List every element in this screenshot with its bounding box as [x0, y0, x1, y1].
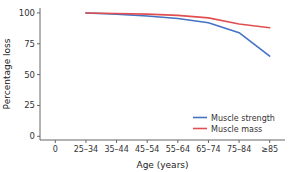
y-axis-label: Percentage loss [2, 38, 12, 109]
y-tick-label: 50 [24, 70, 35, 80]
x-tick-label: 65–74 [196, 145, 220, 154]
y-tick [37, 105, 40, 106]
legend-label: Muscle mass [211, 125, 262, 134]
x-tick-label: 55–64 [166, 145, 190, 154]
legend-swatch [193, 128, 207, 130]
x-tick [55, 140, 56, 143]
legend: Muscle strength Muscle mass [193, 114, 275, 134]
y-tick [37, 43, 40, 44]
y-tick [37, 12, 40, 13]
x-tick-label: 0 [53, 145, 58, 154]
y-tick [37, 136, 40, 137]
x-tick-label: 25–34 [74, 145, 98, 154]
y-tick-label: 0 [30, 131, 35, 141]
plot-area [86, 13, 270, 56]
x-tick [85, 140, 86, 143]
chart: 0 25 50 75 100 0 25–34 35–44 45–54 55–64 65–74 75–8… [0, 0, 293, 172]
y-tick-label: 25 [24, 100, 35, 110]
x-tick [269, 140, 270, 143]
y-tick-label: 75 [24, 39, 35, 49]
y-axis [40, 8, 41, 140]
x-tick-label: 45–54 [135, 145, 159, 154]
x-tick-label: 75–84 [227, 145, 251, 154]
y-tick-label: 100 [19, 8, 35, 18]
x-tick [239, 140, 240, 143]
legend-swatch [193, 117, 207, 119]
x-tick [177, 140, 178, 143]
x-tick-label: 35–44 [104, 145, 128, 154]
legend-label: Muscle strength [211, 114, 275, 123]
x-tick [116, 140, 117, 143]
series-line [86, 13, 270, 28]
x-tick [208, 140, 209, 143]
x-axis-label: Age (years) [136, 160, 188, 170]
y-tick [37, 74, 40, 75]
x-tick [147, 140, 148, 143]
x-axis [40, 140, 285, 141]
x-tick-label: ≥85 [261, 145, 278, 154]
series-line [86, 13, 270, 56]
